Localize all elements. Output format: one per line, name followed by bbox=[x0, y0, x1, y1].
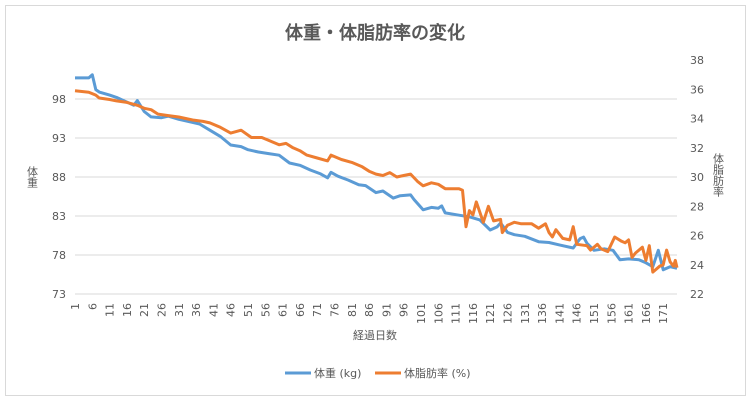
chart-area bbox=[5, 5, 746, 396]
x-tick-label: 76 bbox=[328, 303, 341, 317]
x-tick-label: 146 bbox=[571, 303, 584, 324]
y-tick-label: 93 bbox=[52, 132, 66, 145]
legend-label: 体重 (kg) bbox=[314, 366, 361, 380]
x-tick-label: 36 bbox=[190, 303, 203, 317]
y-tick-label: 83 bbox=[52, 210, 66, 223]
x-tick-label: 116 bbox=[467, 303, 480, 324]
x-tick-label: 141 bbox=[553, 303, 566, 324]
x-tick-label: 56 bbox=[259, 303, 272, 317]
y2-tick-label: 32 bbox=[690, 142, 704, 155]
x-tick-label: 1 bbox=[69, 303, 82, 310]
gridlines bbox=[75, 98, 677, 295]
y2-tick-label: 30 bbox=[690, 171, 704, 184]
y-tick-label: 98 bbox=[52, 93, 66, 106]
y2-tick-label: 24 bbox=[690, 259, 704, 272]
y-tick-label: 73 bbox=[52, 288, 66, 301]
x-tick-label: 61 bbox=[277, 303, 290, 317]
x-tick-label: 86 bbox=[363, 303, 376, 317]
x-tick-label: 111 bbox=[450, 303, 463, 324]
x-tick-label: 31 bbox=[173, 303, 186, 317]
y2-tick-label: 36 bbox=[690, 83, 704, 96]
series-lines bbox=[74, 73, 679, 274]
x-tick-label: 121 bbox=[484, 303, 497, 324]
x-tick-label: 81 bbox=[346, 303, 359, 317]
x-tick-label: 16 bbox=[121, 303, 134, 317]
x-tick-label: 6 bbox=[86, 303, 99, 310]
y2-tick-label: 28 bbox=[690, 200, 704, 213]
left-axis-title: 体重 bbox=[26, 165, 39, 188]
x-tick-label: 131 bbox=[519, 303, 532, 324]
x-axis-ticks: 1 6 11 16 21 26 31 36 41 46 51 56 61 66 71 76 81 86 91 96 10… bbox=[69, 303, 670, 324]
right-axis-ticks: 22 24 26 28 30 32 34 36 38 bbox=[690, 54, 704, 301]
x-tick-label: 171 bbox=[657, 303, 670, 324]
x-tick-label: 41 bbox=[207, 303, 220, 317]
legend: 体重 (kg) 体脂肪率 (%) bbox=[285, 366, 471, 380]
x-tick-label: 161 bbox=[623, 303, 636, 324]
y2-tick-label: 34 bbox=[690, 113, 704, 126]
x-axis-title: 経過日数 bbox=[353, 329, 397, 342]
x-tick-label: 126 bbox=[501, 303, 514, 324]
x-tick-label: 156 bbox=[605, 303, 618, 324]
x-tick-label: 151 bbox=[588, 303, 601, 324]
right-axis-title: 体脂肪率 bbox=[712, 152, 725, 198]
x-tick-label: 106 bbox=[432, 303, 445, 324]
y-tick-label: 88 bbox=[52, 171, 66, 184]
x-tick-label: 71 bbox=[311, 303, 324, 317]
y2-tick-label: 38 bbox=[690, 54, 704, 67]
y2-tick-label: 22 bbox=[690, 288, 704, 301]
y2-tick-label: 26 bbox=[690, 230, 704, 243]
x-tick-label: 46 bbox=[225, 303, 238, 317]
x-tick-label: 166 bbox=[640, 303, 653, 324]
x-tick-label: 11 bbox=[104, 303, 117, 317]
x-tick-label: 136 bbox=[536, 303, 549, 324]
series-line-body-fat bbox=[74, 89, 679, 274]
series-line-weight bbox=[75, 73, 678, 272]
x-tick-label: 51 bbox=[242, 303, 255, 317]
x-tick-label: 26 bbox=[155, 303, 168, 317]
x-tick-label: 96 bbox=[398, 303, 411, 317]
legend-label: 体脂肪率 (%) bbox=[404, 366, 471, 380]
left-axis-ticks: 73 78 83 88 93 98 bbox=[52, 93, 66, 301]
x-tick-label: 101 bbox=[415, 303, 428, 324]
y-tick-label: 78 bbox=[52, 249, 66, 262]
chart-title: 体重・体脂肪率の変化 bbox=[285, 22, 465, 44]
x-tick-label: 21 bbox=[138, 303, 151, 317]
x-tick-label: 66 bbox=[294, 303, 307, 317]
x-tick-label: 91 bbox=[380, 303, 393, 317]
